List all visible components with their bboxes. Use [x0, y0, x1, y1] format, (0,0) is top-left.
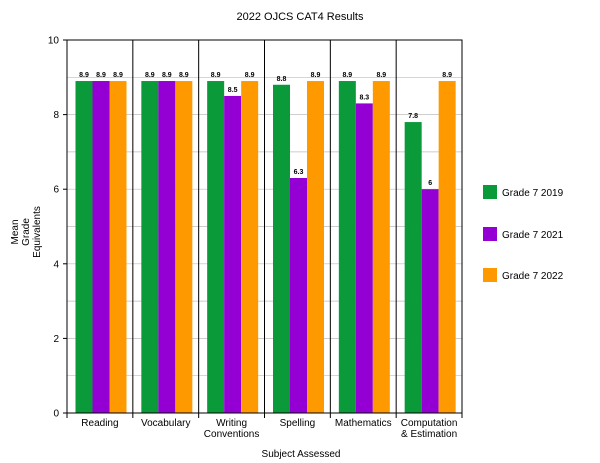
bars-group	[75, 81, 456, 413]
bar	[438, 81, 456, 413]
bar	[175, 81, 193, 413]
category-label: Spelling	[280, 418, 316, 429]
bar	[338, 81, 356, 413]
legend-swatch	[483, 268, 497, 282]
bar	[109, 81, 127, 413]
bar	[421, 189, 439, 413]
data-label: 8.3	[359, 94, 369, 101]
y-tick-labels: 0 2 4 6 8 10	[48, 36, 60, 420]
category-label: Vocabulary	[141, 418, 190, 429]
legend-label: Grade 7 2021	[502, 230, 564, 241]
category-label: Computation & Estimation	[401, 418, 458, 440]
data-label: 8.9	[113, 72, 123, 79]
category-label: Reading	[81, 418, 118, 429]
data-label: 7.8	[408, 113, 418, 120]
legend: Grade 7 2019 Grade 7 2021 Grade 7 2022	[483, 185, 564, 282]
legend-label: Grade 7 2019	[502, 188, 564, 199]
bar	[75, 81, 93, 413]
chart-title: 2022 OJCS CAT4 Results	[237, 11, 364, 23]
bar	[158, 81, 176, 413]
data-label: 8.9	[311, 72, 321, 79]
data-label: 8.9	[376, 72, 386, 79]
bar	[92, 81, 110, 413]
legend-swatch	[483, 185, 497, 199]
data-label: 8.9	[245, 72, 255, 79]
data-label: 8.9	[211, 72, 221, 79]
data-label: 8.9	[179, 72, 189, 79]
bar	[224, 95, 242, 413]
y-tick-label: 6	[53, 185, 59, 196]
category-label: Writing Conventions	[204, 418, 260, 440]
x-category-labels: Reading Vocabulary Writing Conventions Spell…	[81, 418, 457, 440]
data-label: 6	[428, 180, 432, 187]
bar	[307, 81, 324, 413]
y-tick-label: 2	[53, 334, 59, 345]
data-label: 6.3	[294, 169, 304, 176]
data-label: 8.9	[162, 72, 172, 79]
bar	[290, 178, 307, 413]
bar	[207, 81, 225, 413]
y-tick-label: 0	[53, 409, 59, 420]
bar	[241, 81, 259, 413]
legend-swatch	[483, 227, 497, 241]
bar	[273, 84, 290, 413]
data-label: 8.9	[442, 72, 452, 79]
bar	[141, 81, 159, 413]
bar	[355, 103, 373, 413]
data-label: 8.5	[228, 87, 238, 94]
y-axis-label: MeanGradeEquivalents	[10, 206, 43, 258]
y-tick-label: 4	[53, 259, 59, 270]
y-tick-label: 10	[48, 36, 60, 47]
axes-group	[63, 39, 463, 418]
x-axis-label: Subject Assessed	[262, 449, 341, 460]
data-label: 8.9	[96, 72, 106, 79]
data-label: 8.9	[342, 72, 352, 79]
bar	[404, 122, 422, 413]
category-label: Mathematics	[335, 418, 392, 429]
data-label: 8.9	[79, 72, 89, 79]
data-labels-group: 8.9 8.9 8.9 8.9 8.9 8.9 8.9 8.5 8.9 8.8 6.3 8.9 8.9 8…	[79, 72, 452, 187]
data-label: 8.9	[145, 72, 155, 79]
bar	[372, 81, 390, 413]
legend-label: Grade 7 2022	[502, 271, 564, 282]
data-label: 8.8	[277, 76, 287, 83]
y-tick-label: 8	[53, 110, 59, 121]
